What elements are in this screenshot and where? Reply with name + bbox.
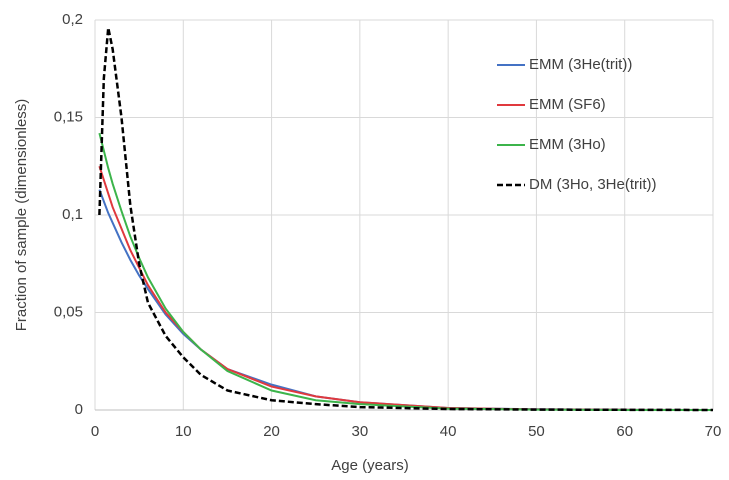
x-axis-title: Age (years): [331, 457, 409, 474]
x-tick-label: 30: [352, 423, 369, 440]
y-tick-label: 0,2: [62, 11, 83, 28]
legend-label: EMM (SF6): [529, 96, 606, 113]
legend-label: DM (3Ho, 3He(trit)): [529, 176, 657, 193]
x-tick-label: 60: [616, 423, 633, 440]
y-tick-label: 0,1: [62, 206, 83, 223]
x-tick-label: 40: [440, 423, 457, 440]
series-line: [98, 189, 714, 411]
x-tick-label: 10: [175, 423, 192, 440]
x-tick-label: 50: [528, 423, 545, 440]
y-tick-label: 0,15: [54, 108, 83, 125]
x-tick-label: 0: [91, 423, 99, 440]
y-tick-label: 0,05: [54, 303, 83, 320]
x-tick-label: 20: [263, 423, 280, 440]
series-line: [98, 132, 713, 411]
legend-label: EMM (3He(trit)): [529, 56, 632, 73]
y-tick-label: 0: [75, 401, 83, 418]
series-line: [98, 27, 714, 412]
legend-label: EMM (3Ho): [529, 136, 606, 153]
series-line: [98, 165, 714, 411]
x-tick-label: 70: [705, 423, 722, 440]
y-axis-title: Fraction of sample (dimensionless): [13, 99, 30, 332]
